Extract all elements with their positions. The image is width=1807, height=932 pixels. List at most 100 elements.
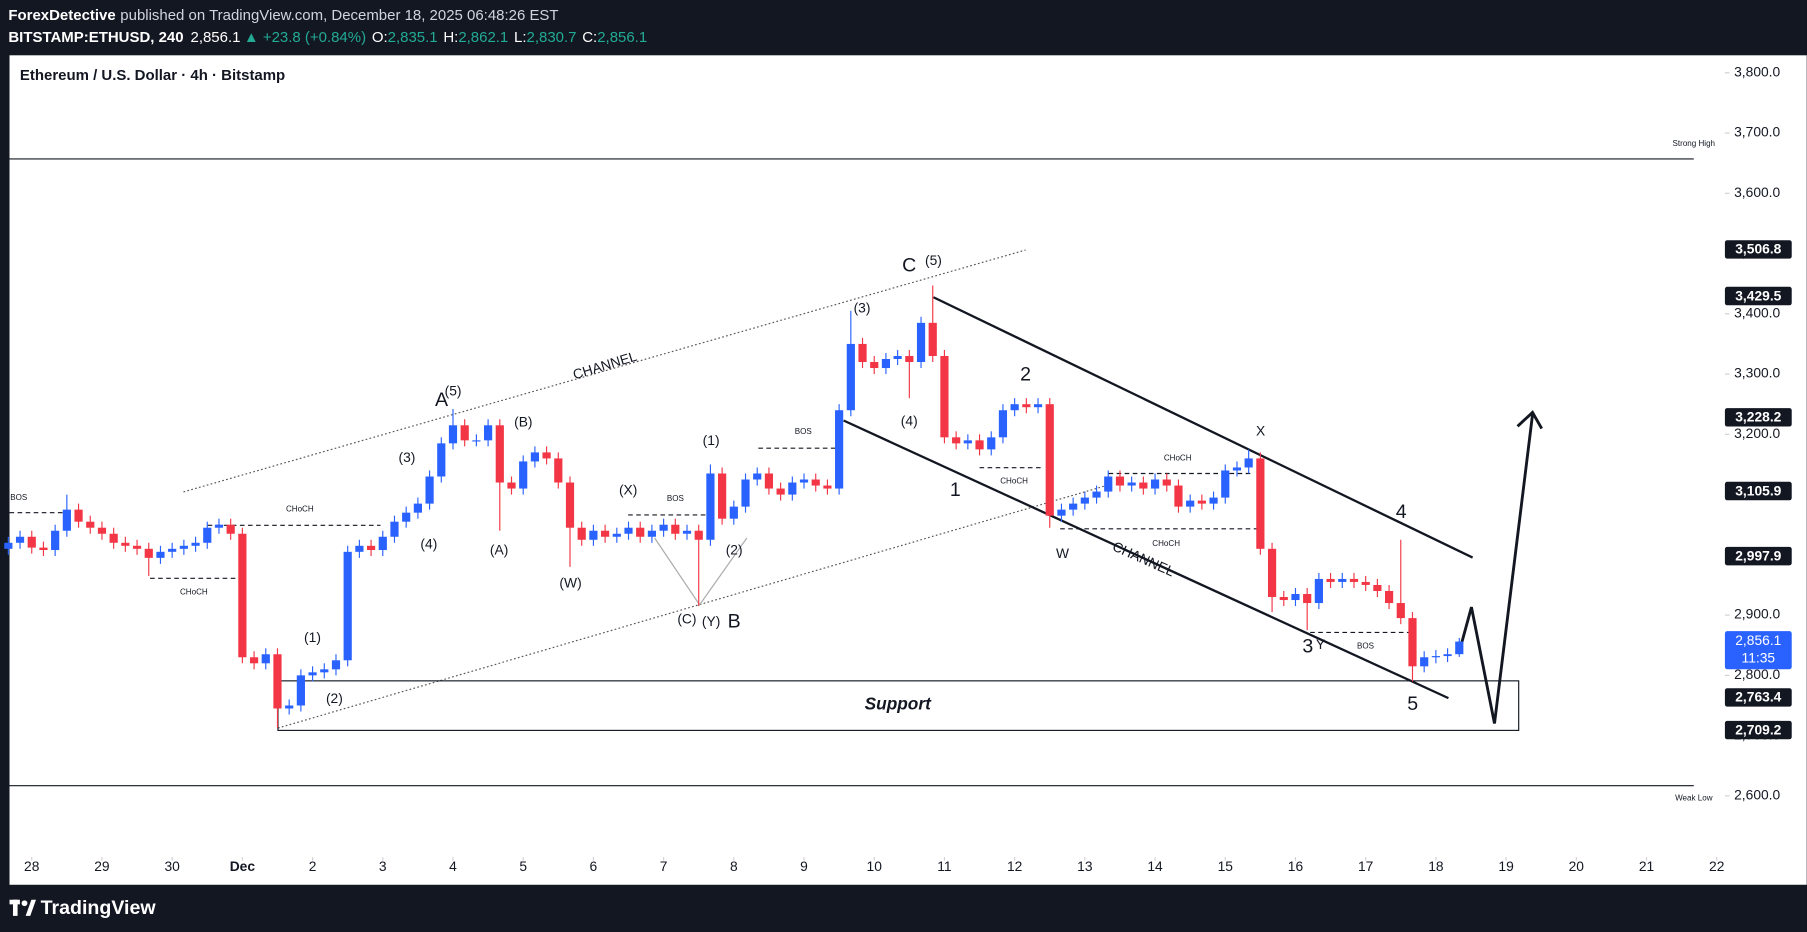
x-tick-label: 22 (1709, 858, 1724, 874)
x-tick-label: Dec (230, 858, 256, 874)
annotation: CHoCH (286, 504, 314, 513)
labels: 2,600.02,700.02,800.02,900.03,000.03,100… (10, 63, 1792, 874)
annotation: (3) (399, 449, 416, 465)
candle-body (811, 479, 820, 486)
candle-body (51, 530, 60, 551)
x-tick-label: 6 (590, 858, 598, 874)
x-tick-label: 18 (1428, 858, 1444, 874)
annotation: (2) (326, 690, 343, 706)
chart-title: Ethereum / U.S. Dollar · 4h · Bitstamp (20, 67, 285, 84)
candle-body (1244, 458, 1253, 468)
x-tick-label: 30 (164, 858, 180, 874)
candle-body (261, 654, 270, 664)
logo-shape (12, 899, 18, 916)
x-tick-label: 7 (660, 858, 668, 874)
candle-body (1232, 467, 1242, 471)
annotation: (3) (854, 299, 871, 315)
candle-body (1115, 476, 1125, 486)
candle-body (285, 705, 294, 709)
logo-shape (25, 899, 37, 916)
candle-body (203, 527, 212, 543)
annotation: 1 (950, 479, 961, 501)
x-tick-label: 14 (1147, 858, 1163, 874)
x-tick-label: 16 (1288, 858, 1304, 874)
candle-body (729, 506, 738, 519)
ohlc-value: 2,835.1 (388, 29, 438, 46)
candle-body (214, 524, 224, 528)
header-line-2: BITSTAMP:ETHUSD, 240 2,856.1 ▲ +23.8 (+0.8… (8, 29, 647, 46)
x-tick-label: 5 (519, 858, 527, 874)
annotation: (1) (703, 432, 720, 448)
candle-body (799, 479, 809, 483)
candle-body (940, 355, 949, 438)
candle-body (1069, 503, 1078, 510)
price-label-box (1724, 720, 1792, 740)
ohlc-value: 2,862.1 (458, 29, 508, 46)
candle-body (144, 548, 153, 558)
candle-body (1326, 578, 1335, 582)
candle-body (1033, 404, 1043, 408)
x-tick-label: 12 (1007, 858, 1022, 874)
countdown: 11:35 (1742, 649, 1776, 665)
candle-body (355, 545, 364, 552)
ohlc-label: C: (582, 29, 597, 46)
author: ForexDetective (8, 7, 115, 24)
down-channel-upper (932, 296, 1474, 559)
x-tick-label: 19 (1498, 858, 1514, 874)
candle-body (998, 410, 1008, 438)
candle-body (1431, 656, 1440, 658)
last-price-box (1724, 631, 1792, 670)
candle-body (1408, 618, 1417, 667)
candle-body (601, 530, 610, 537)
price-label: 2,709.2 (1735, 721, 1781, 737)
candle-body (238, 533, 247, 658)
candle-body (1139, 482, 1148, 489)
candle-body (1455, 641, 1464, 655)
candle-body (249, 657, 259, 664)
candle-body (4, 542, 13, 549)
wave-guide (654, 537, 748, 606)
candle-body (565, 482, 575, 528)
logo[interactable]: TradingView (9, 897, 157, 919)
candle-body (273, 654, 282, 709)
candle-body (27, 536, 36, 548)
annotation: Strong High (1673, 139, 1716, 148)
candle-body (437, 443, 446, 477)
candle-body (483, 425, 493, 441)
candle-body (1045, 404, 1054, 516)
candle-body (1396, 603, 1405, 619)
candle-body (366, 545, 376, 551)
x-tick-label: 10 (867, 858, 883, 874)
candle-body (858, 343, 867, 363)
candle-body (636, 527, 645, 537)
ohlc-label: O: (372, 29, 388, 46)
candle-body (191, 542, 200, 546)
candle-body (1349, 578, 1359, 582)
candle-body (1279, 597, 1288, 601)
x-tick-label: 21 (1639, 858, 1654, 874)
chart-area (9, 55, 1807, 885)
annotation: (B) (514, 413, 532, 429)
candle-body (788, 482, 797, 495)
price-label: 3,506.8 (1735, 241, 1781, 257)
annotation: 5 (1407, 693, 1418, 715)
y-tick-label: 2,800.0 (1734, 666, 1780, 682)
candle-body (1267, 548, 1277, 598)
x-tick-label: 29 (94, 858, 110, 874)
candle-body (1162, 479, 1171, 486)
annotation: (1) (304, 629, 321, 645)
logo-shape (21, 900, 28, 907)
annotation: (Y) (702, 613, 720, 629)
annotation: (4) (420, 536, 437, 552)
y-tick-label: 2,900.0 (1734, 606, 1780, 622)
y-tick-label: 3,800.0 (1734, 63, 1780, 79)
candle-body (916, 322, 926, 363)
candle-body (542, 452, 551, 459)
published: published on TradingView.com, December 1… (120, 7, 558, 24)
candle-body (987, 437, 996, 450)
last-price-label: 2,856.1 (1735, 632, 1781, 648)
candle-body (1338, 578, 1347, 582)
header-line-1: ForexDetective published on TradingView.c… (8, 7, 558, 24)
